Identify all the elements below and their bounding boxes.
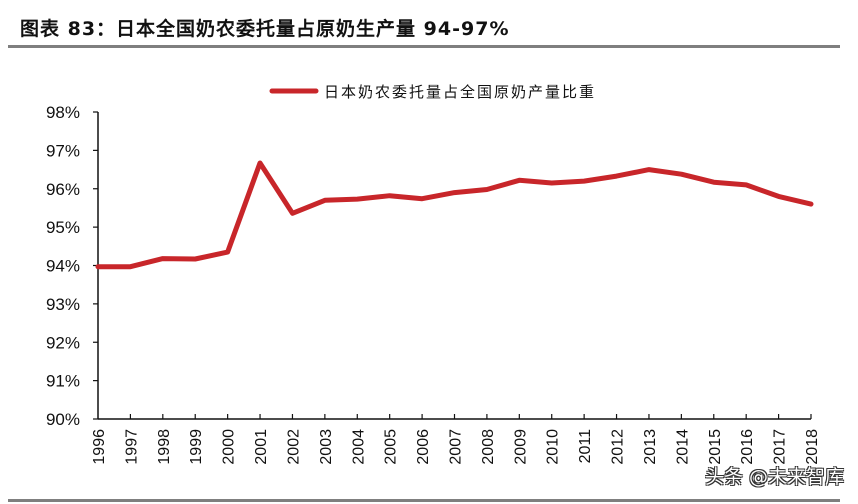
x-tick-label: 2001: [253, 429, 270, 465]
chart-title: 图表 83：日本全国奶农委托量占原奶生产量 94-97%: [20, 18, 510, 40]
y-tick-label: 94%: [46, 257, 80, 276]
x-tick-label: 2006: [415, 429, 432, 465]
y-tick-label: 93%: [46, 295, 80, 314]
x-axis: 1996 1997 1998 1999 2000 2001 2002 2003 2004 2005…: [91, 414, 821, 465]
y-tick-label: 92%: [46, 333, 80, 352]
legend-label: 日本奶农委托量占全国原奶产量比重: [324, 83, 596, 101]
x-tick-label: 1999: [188, 429, 205, 465]
x-tick-label: 2005: [383, 429, 400, 465]
x-tick-label: 2002: [285, 429, 302, 465]
x-tick-label: 2014: [674, 429, 691, 465]
legend: 日本奶农委托量占全国原奶产量比重: [269, 83, 596, 101]
y-tick-label: 91%: [46, 372, 80, 391]
x-tick-label: 2003: [318, 429, 335, 465]
x-tick-label: 2017: [772, 429, 789, 465]
x-tick-label: 2013: [642, 429, 659, 465]
x-tick-label: 2015: [707, 429, 724, 465]
y-tick-label: 97%: [46, 141, 80, 160]
x-tick-label: 2007: [448, 429, 465, 465]
x-tick-label: 2011: [577, 429, 594, 464]
x-tick-label: 1998: [156, 429, 173, 465]
y-tick-label: 90%: [46, 410, 80, 429]
watermark: 头条 @未来智库: [704, 466, 844, 488]
x-tick-label: 2010: [545, 429, 562, 465]
x-tick-label: 2012: [610, 429, 627, 465]
series-line: [95, 160, 814, 270]
x-tick-label: 2016: [739, 429, 756, 465]
y-tick-label: 96%: [46, 180, 80, 199]
top-divider: [8, 45, 840, 48]
bottom-divider: [8, 499, 840, 502]
y-tick-label: 98%: [46, 103, 80, 122]
x-tick-label: 1997: [123, 429, 140, 465]
x-tick-label: 2018: [804, 429, 821, 465]
y-axis: 90% 91% 92% 93% 94% 95% 96% 97% 98%: [46, 103, 99, 429]
x-tick-label: 2004: [350, 429, 367, 465]
x-tick-label: 2000: [221, 429, 238, 465]
y-tick-label: 95%: [46, 218, 80, 237]
x-tick-label: 2009: [512, 429, 529, 465]
x-tick-label: 1996: [91, 429, 108, 465]
x-tick-label: 2008: [480, 429, 497, 465]
